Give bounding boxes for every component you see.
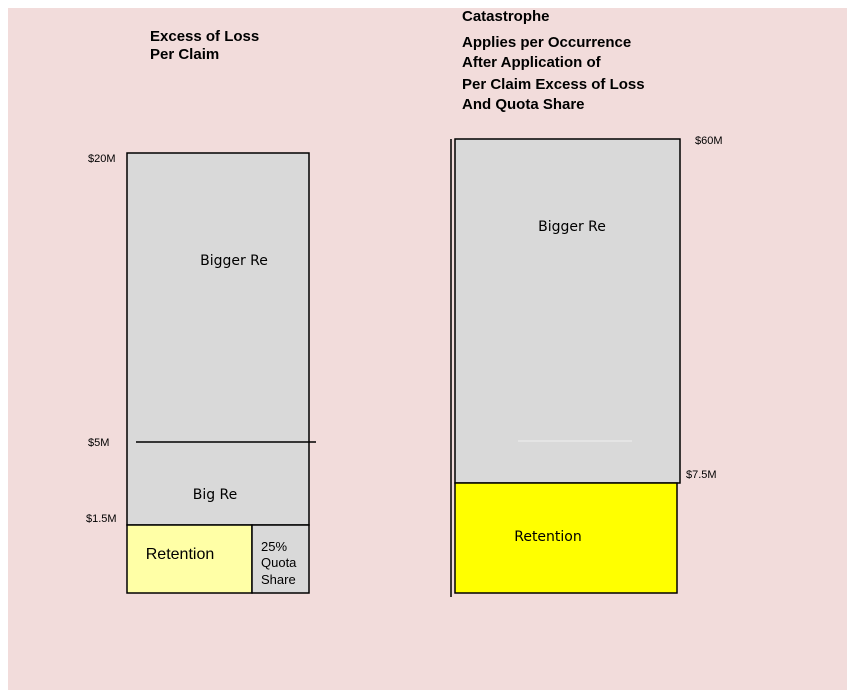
level-label: $7.5M — [686, 469, 717, 481]
left-title: Per Claim — [150, 46, 219, 63]
layer-box — [126, 152, 310, 526]
layer-label: Bigger Re — [200, 253, 268, 269]
level-label: $5M — [88, 437, 109, 449]
layer-label: 25% — [261, 539, 287, 554]
right-title: Per Claim Excess of Loss — [462, 76, 645, 93]
right-title: And Quota Share — [462, 96, 585, 113]
quota-share-box — [251, 524, 310, 594]
right-title: Applies per Occurrence — [462, 34, 631, 51]
layer-label: Retention — [146, 546, 215, 563]
right-title: Catastrophe — [462, 8, 550, 25]
layer-label: Share — [261, 572, 296, 587]
layer-label: Quota — [261, 555, 297, 570]
level-label: $20M — [88, 153, 116, 165]
level-label: $60M — [695, 135, 723, 147]
level-label: $1.5M — [86, 513, 117, 525]
left-title: Excess of Loss — [150, 28, 259, 45]
retention-box — [126, 524, 253, 594]
retention-box — [454, 482, 678, 594]
layer-label: Big Re — [193, 487, 238, 503]
layer-box — [454, 138, 681, 484]
layer-label: Retention — [514, 529, 582, 545]
layer-label: Bigger Re — [538, 219, 606, 235]
right-title: After Application of — [462, 54, 602, 71]
